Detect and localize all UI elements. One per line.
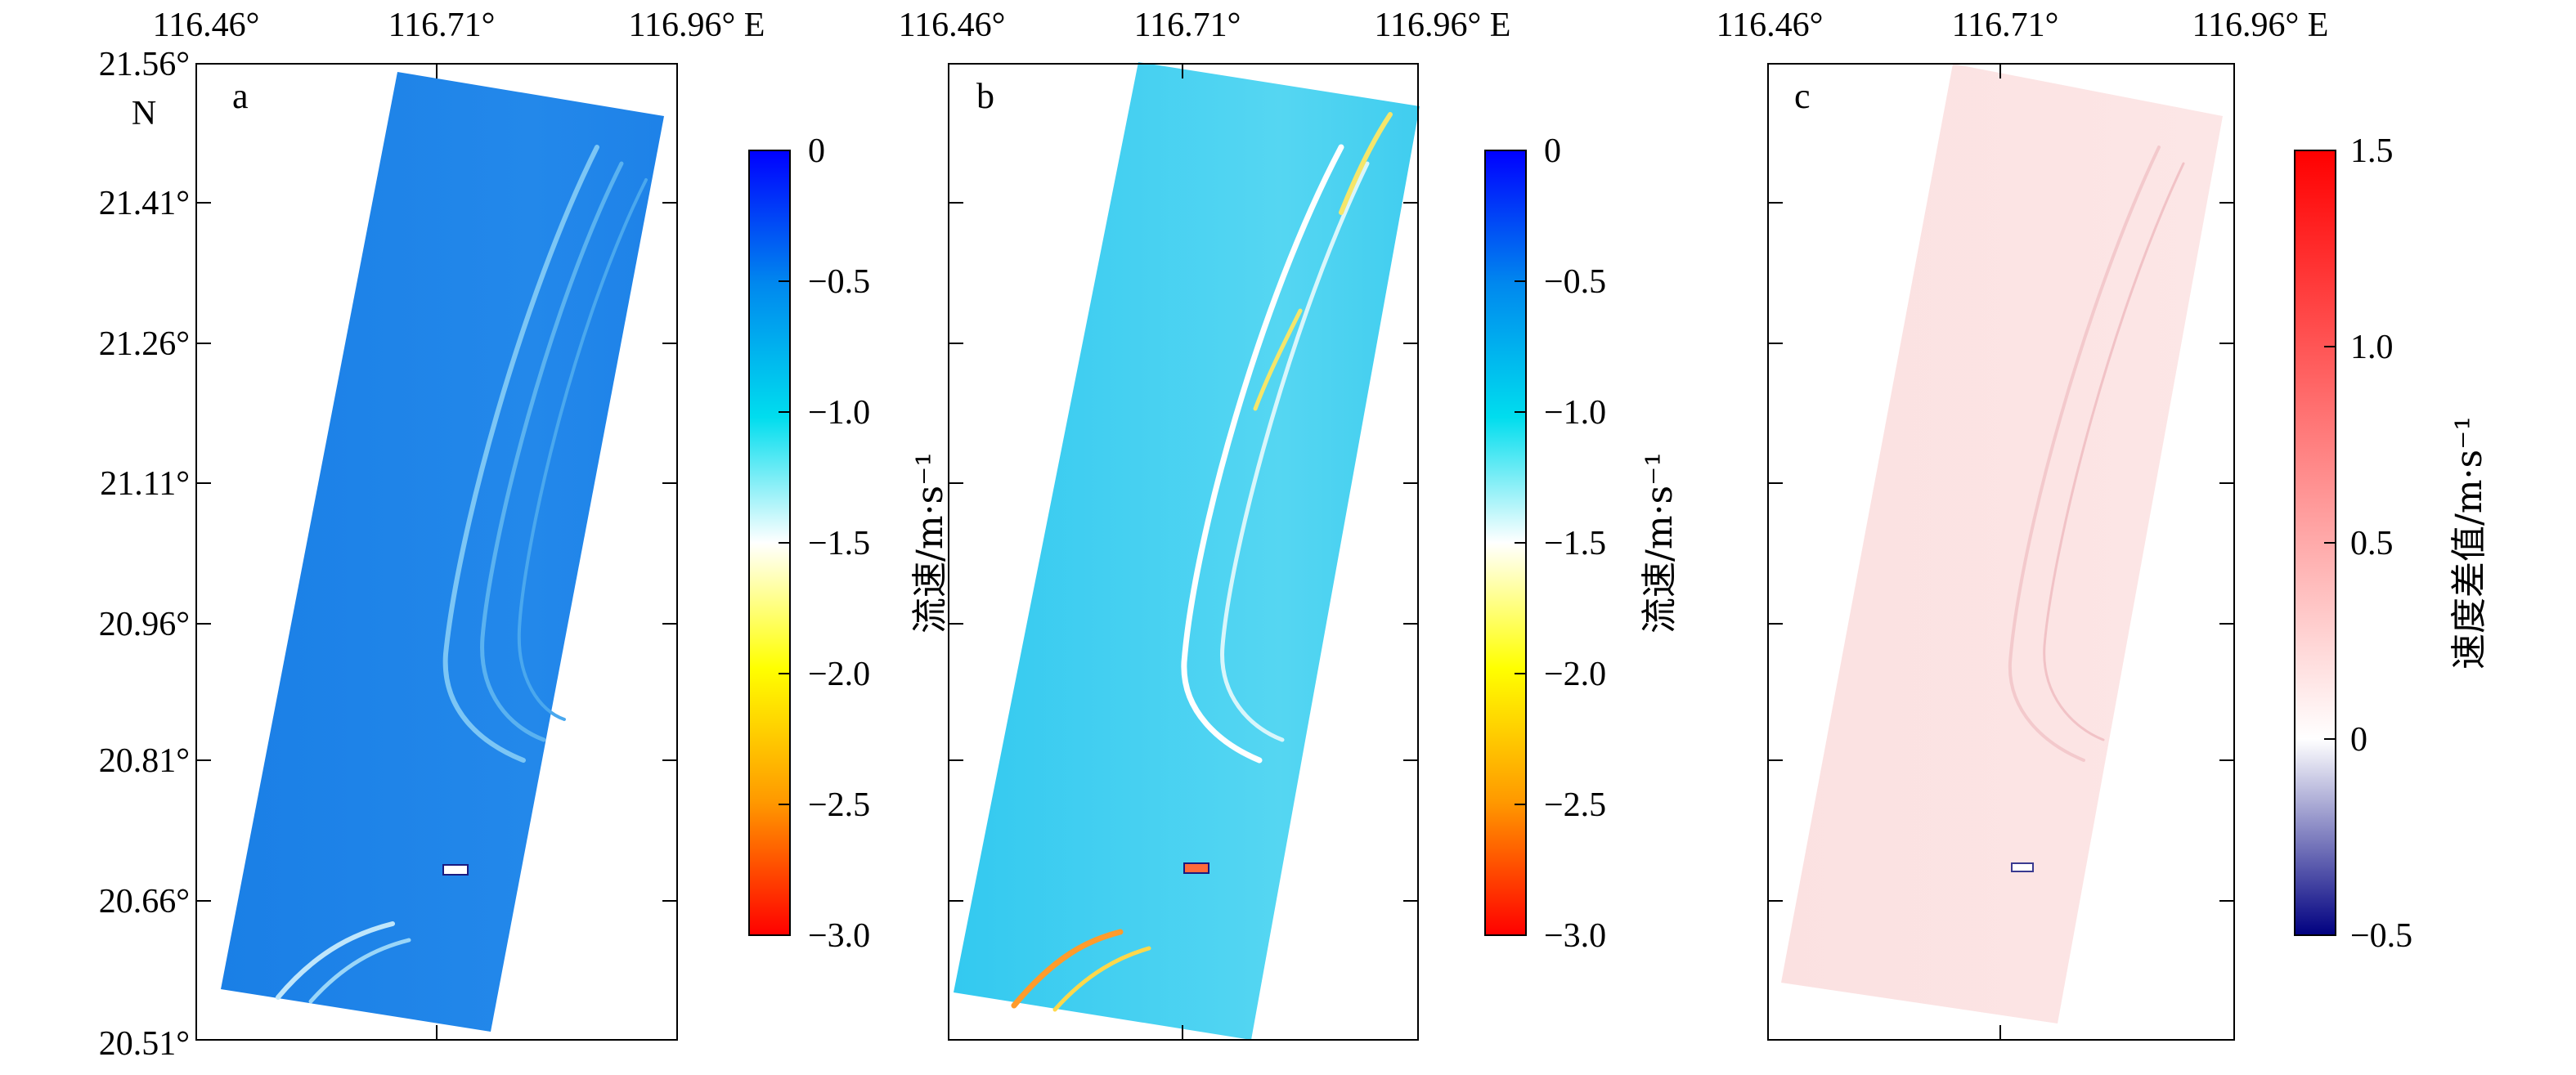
panel-b-x-tick-label: 116.71° xyxy=(1134,7,1241,44)
colorbar-tick-label: −0.5 xyxy=(1544,263,1606,301)
panel-a-x-tick-label: 116.46° xyxy=(153,7,260,44)
panel-c-front-features xyxy=(2008,146,2185,762)
panel-b-colorbar-title: 流速/m·s⁻¹ xyxy=(1639,452,1681,634)
panel-a-y-tick-label: 20.96° xyxy=(99,606,190,643)
panel-c-x-tick-labels: 116.46° 116.71° 116.96° E xyxy=(1717,7,2329,44)
panel-a-ticks xyxy=(196,64,677,1040)
colorbar-tick-label: 1.5 xyxy=(2350,132,2394,170)
panel-a-y-tick-labels: 21.56° N 21.41° 21.26° 21.11° 20.96° 20.… xyxy=(99,46,190,1063)
panel-b: b 116.46° 116.71° 116.96° E 0 −0.5 −1.0 … xyxy=(899,7,1681,1041)
panel-a-y-tick-label: 21.56° xyxy=(99,46,190,83)
colorbar-tick-label: 0 xyxy=(2350,721,2367,759)
panel-b-label: b xyxy=(976,76,994,116)
panel-c-colorbar-tick-labels: 1.5 1.0 0.5 0 −0.5 xyxy=(2350,132,2412,955)
panel-a-ship-marker xyxy=(442,864,469,876)
panel-c-x-tick-label: 116.96° E xyxy=(2192,7,2329,44)
panel-a-swath xyxy=(221,72,664,1032)
colorbar-tick-label: −1.0 xyxy=(1544,394,1606,432)
panel-a-y-tick-label: 20.66° xyxy=(99,883,190,920)
colorbar-tick-label: −1.5 xyxy=(1544,525,1606,562)
panel-a-y-tick-label: 21.11° xyxy=(100,465,190,503)
panel-c-label: c xyxy=(1794,76,1811,116)
colorbar-tick-label: −2.0 xyxy=(1544,656,1606,693)
panel-c-colorbar-ticks xyxy=(2324,346,2336,740)
colorbar-tick-label: −1.0 xyxy=(808,394,870,432)
colorbar-tick-label: −2.5 xyxy=(1544,786,1606,824)
colorbar-tick-label: 0 xyxy=(808,132,825,170)
colorbar-tick-label: −0.5 xyxy=(808,263,870,301)
panel-c-swath xyxy=(1781,64,2223,1023)
colorbar-tick-label: 1.0 xyxy=(2350,329,2394,366)
panel-a-colorbar-tick-labels: 0 −0.5 −1.0 −1.5 −2.0 −2.5 −3.0 xyxy=(808,132,870,955)
panel-c-x-tick-label: 116.71° xyxy=(1952,7,2059,44)
panel-c-ship-marker xyxy=(2011,862,2034,872)
panel-c-colorbar-title: 速度差值/m·s⁻¹ xyxy=(2448,416,2490,670)
panel-b-front-features xyxy=(1011,112,1393,1012)
panel-a-colorbar-ticks xyxy=(779,280,790,805)
panel-a-y-tick-label: 20.51° xyxy=(99,1025,190,1063)
panel-a-y-unit-label: N xyxy=(132,95,156,132)
panel-a-front-features xyxy=(276,145,648,1004)
panel-b-ship-marker xyxy=(1183,862,1209,874)
panel-a-colorbar-title: 流速/m·s⁻¹ xyxy=(909,452,951,634)
panel-b-x-tick-label: 116.96° E xyxy=(1375,7,1511,44)
panel-b-x-tick-label: 116.46° xyxy=(899,7,1006,44)
panel-a-y-tick-label: 21.26° xyxy=(99,325,190,363)
colorbar-tick-label: −2.5 xyxy=(808,786,870,824)
colorbar-tick-label: 0.5 xyxy=(2350,525,2394,562)
panel-a-x-tick-labels: 116.46° 116.71° 116.96° E xyxy=(153,7,765,44)
panel-a-y-tick-label: 20.81° xyxy=(99,742,190,780)
colorbar-tick-label: −3.0 xyxy=(808,917,870,955)
colorbar-tick-label: −2.0 xyxy=(808,656,870,693)
panel-b-ticks xyxy=(949,64,1418,1040)
panel-c-ticks xyxy=(1768,64,2234,1040)
colorbar-tick-label: −3.0 xyxy=(1544,917,1606,955)
panel-b-colorbar-ticks xyxy=(1515,280,1526,805)
panel-a-x-tick-label: 116.96° E xyxy=(629,7,765,44)
panel-a-x-tick-label: 116.71° xyxy=(388,7,496,44)
panel-c: c 116.46° 116.71° 116.96° E 1.5 1.0 0.5 … xyxy=(1717,7,2490,1041)
colorbar-tick-label: −1.5 xyxy=(808,525,870,562)
colorbar-tick-label: 0 xyxy=(1544,132,1561,170)
panel-a: a 116.46° 116.71° 116.96° E 21.56° N 21.… xyxy=(99,7,951,1063)
colorbar-tick-label: −0.5 xyxy=(2350,917,2412,955)
panel-b-swath xyxy=(954,62,1420,1040)
panel-a-y-tick-label: 21.41° xyxy=(99,185,190,222)
panel-a-label: a xyxy=(232,76,249,116)
panel-c-x-tick-label: 116.46° xyxy=(1717,7,1824,44)
panel-b-colorbar-tick-labels: 0 −0.5 −1.0 −1.5 −2.0 −2.5 −3.0 xyxy=(1544,132,1606,955)
panel-b-x-tick-labels: 116.46° 116.71° 116.96° E xyxy=(899,7,1511,44)
